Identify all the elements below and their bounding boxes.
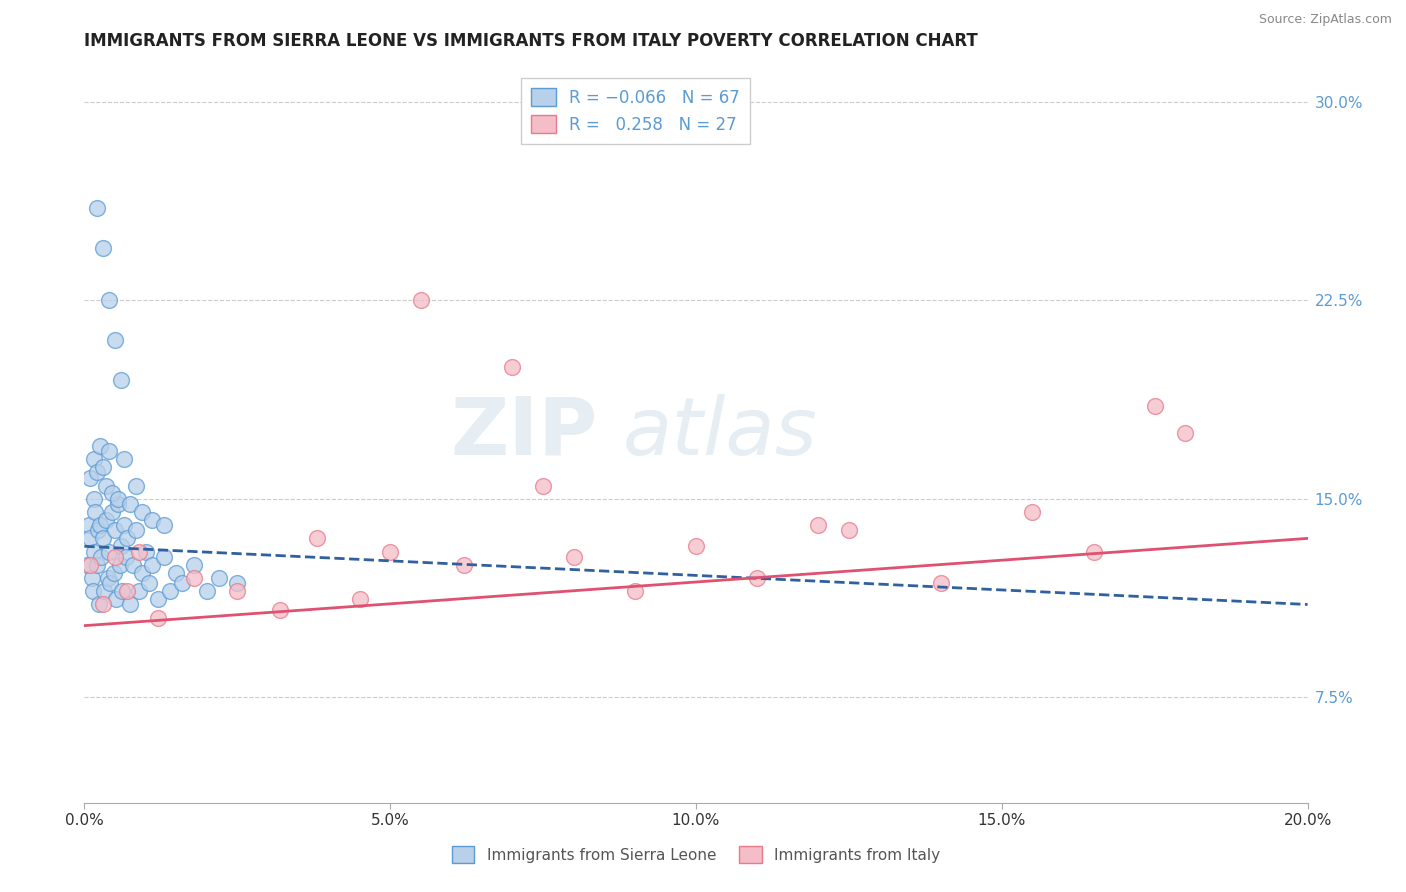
Point <box>115 584 138 599</box>
Point <box>107 491 129 506</box>
Point <box>226 584 249 599</box>
Point <box>101 486 124 500</box>
Point <box>108 558 131 572</box>
Point <box>104 549 127 564</box>
Point <box>183 558 205 572</box>
Point <box>91 598 114 612</box>
Point <box>77 518 100 533</box>
Point <box>838 524 860 538</box>
Point <box>97 293 120 308</box>
Point <box>105 592 128 607</box>
Point <box>79 532 101 546</box>
Point <box>82 584 104 599</box>
Point <box>86 465 108 479</box>
Point <box>115 532 138 546</box>
Point <box>94 478 117 492</box>
Point <box>87 524 110 538</box>
Point <box>83 491 105 506</box>
Point <box>91 460 114 475</box>
Point <box>165 566 187 580</box>
Point <box>226 576 249 591</box>
Point <box>91 240 114 255</box>
Point <box>104 524 127 538</box>
Point <box>409 293 432 308</box>
Point <box>183 571 205 585</box>
Point <box>112 518 135 533</box>
Point <box>79 558 101 572</box>
Point <box>93 584 115 599</box>
Point <box>87 598 110 612</box>
Point <box>153 518 176 533</box>
Point <box>502 359 524 374</box>
Point <box>97 444 120 458</box>
Point <box>624 584 647 599</box>
Point <box>97 571 120 585</box>
Point <box>79 470 101 484</box>
Point <box>107 497 129 511</box>
Point <box>453 558 475 572</box>
Point <box>91 532 114 546</box>
Point <box>111 584 134 599</box>
Point <box>84 505 107 519</box>
Point <box>685 539 707 553</box>
Point <box>97 544 120 558</box>
Point <box>135 544 157 558</box>
Point <box>120 497 142 511</box>
Point <box>110 539 132 553</box>
Point <box>138 576 160 591</box>
Point <box>1143 399 1166 413</box>
Point <box>146 592 169 607</box>
Point <box>1083 544 1105 558</box>
Point <box>98 576 121 591</box>
Text: ZIP: ZIP <box>451 393 598 472</box>
Point <box>112 452 135 467</box>
Point <box>90 549 112 564</box>
Point <box>86 558 108 572</box>
Point <box>146 610 169 624</box>
Point <box>110 373 132 387</box>
Point <box>122 558 145 572</box>
Point <box>153 549 176 564</box>
Point <box>349 592 371 607</box>
Point <box>120 598 142 612</box>
Point <box>80 571 103 585</box>
Text: IMMIGRANTS FROM SIERRA LEONE VS IMMIGRANTS FROM ITALY POVERTY CORRELATION CHART: IMMIGRANTS FROM SIERRA LEONE VS IMMIGRAN… <box>84 32 979 50</box>
Legend: Immigrants from Sierra Leone, Immigrants from Italy: Immigrants from Sierra Leone, Immigrants… <box>446 840 946 869</box>
Point <box>103 566 125 580</box>
Point <box>141 558 163 572</box>
Point <box>141 513 163 527</box>
Point <box>128 584 150 599</box>
Point <box>125 478 148 492</box>
Point <box>159 584 181 599</box>
Point <box>172 576 194 591</box>
Point <box>115 549 138 564</box>
Text: Source: ZipAtlas.com: Source: ZipAtlas.com <box>1258 13 1392 27</box>
Point <box>305 532 328 546</box>
Point <box>807 518 830 533</box>
Point <box>531 478 554 492</box>
Point <box>83 544 105 558</box>
Text: atlas: atlas <box>623 393 817 472</box>
Point <box>104 333 127 347</box>
Point <box>1174 425 1197 440</box>
Point <box>380 544 402 558</box>
Point <box>195 584 218 599</box>
Point <box>89 518 111 533</box>
Point <box>131 566 153 580</box>
Point <box>94 513 117 527</box>
Point <box>208 571 231 585</box>
Point <box>747 571 769 585</box>
Point <box>1021 505 1043 519</box>
Point <box>131 505 153 519</box>
Point <box>89 439 111 453</box>
Point <box>269 603 291 617</box>
Point <box>125 524 148 538</box>
Point <box>562 549 585 564</box>
Point <box>101 505 124 519</box>
Point <box>83 452 105 467</box>
Point <box>86 201 108 215</box>
Point <box>76 558 98 572</box>
Point <box>929 576 952 591</box>
Point <box>128 544 150 558</box>
